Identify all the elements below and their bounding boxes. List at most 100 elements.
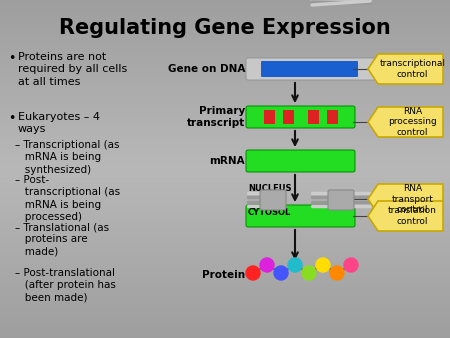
Bar	[0, 21, 450, 22]
Bar	[0, 90, 450, 91]
Bar	[0, 333, 450, 334]
Bar	[0, 81, 450, 82]
Bar	[0, 102, 450, 103]
Bar	[0, 324, 450, 325]
Bar	[0, 140, 450, 141]
FancyBboxPatch shape	[246, 58, 380, 80]
Bar	[0, 29, 450, 30]
Bar	[0, 199, 450, 200]
Bar	[0, 158, 450, 159]
Bar	[0, 264, 450, 265]
Circle shape	[344, 258, 358, 272]
Bar	[0, 133, 450, 134]
Bar	[0, 30, 450, 31]
Bar	[0, 271, 450, 272]
Bar	[0, 112, 450, 113]
Bar	[0, 189, 450, 190]
Bar	[0, 282, 450, 283]
Text: NUCLEUS: NUCLEUS	[248, 184, 292, 193]
Bar	[0, 98, 450, 99]
Bar	[0, 148, 450, 149]
Bar	[0, 307, 450, 308]
Text: Eukaryotes – 4
ways: Eukaryotes – 4 ways	[18, 112, 100, 135]
Bar	[0, 265, 450, 266]
Bar	[0, 57, 450, 58]
Bar	[0, 88, 450, 89]
Bar	[0, 150, 450, 151]
Bar	[0, 58, 450, 59]
Bar	[0, 0, 450, 1]
Bar	[0, 275, 450, 276]
Bar	[0, 157, 450, 158]
Bar	[0, 144, 450, 145]
Text: – Transcriptional (as
   mRNA is being
   synthesized): – Transcriptional (as mRNA is being synt…	[15, 140, 120, 175]
Bar	[0, 95, 450, 96]
Bar	[0, 262, 450, 263]
Bar	[0, 323, 450, 324]
Bar	[0, 242, 450, 243]
Bar	[0, 65, 450, 66]
Bar	[0, 277, 450, 278]
Bar	[0, 7, 450, 8]
Bar	[0, 314, 450, 315]
Bar	[0, 308, 450, 309]
Bar	[0, 120, 450, 121]
Bar	[0, 33, 450, 34]
Bar	[0, 196, 450, 197]
Bar	[0, 20, 450, 21]
Bar	[0, 23, 450, 24]
Bar	[0, 162, 450, 163]
Bar	[0, 64, 450, 65]
Circle shape	[274, 266, 288, 280]
Bar	[0, 111, 450, 112]
Bar	[0, 46, 450, 47]
Polygon shape	[368, 54, 443, 84]
Bar	[0, 146, 450, 147]
Bar	[0, 92, 450, 93]
Bar	[0, 50, 450, 51]
Bar	[0, 318, 450, 319]
Bar	[0, 298, 450, 299]
Bar	[0, 285, 450, 286]
Circle shape	[302, 266, 316, 280]
Bar	[0, 17, 450, 18]
Bar	[0, 100, 450, 101]
Bar	[0, 183, 450, 184]
Bar	[0, 220, 450, 221]
Bar	[0, 336, 450, 337]
Bar	[0, 293, 450, 294]
Bar	[0, 231, 450, 232]
Bar	[0, 110, 450, 111]
Text: – Post-
   transcriptional (as
   mRNA is being
   processed): – Post- transcriptional (as mRNA is bein…	[15, 175, 120, 222]
Bar	[0, 61, 450, 62]
Bar	[0, 16, 450, 17]
Bar	[0, 137, 450, 138]
Bar	[0, 168, 450, 169]
Bar	[0, 269, 450, 270]
Bar	[0, 322, 450, 323]
Bar	[0, 227, 450, 228]
Bar	[0, 171, 450, 172]
Bar	[0, 291, 450, 292]
Bar	[0, 22, 450, 23]
Bar	[0, 317, 450, 318]
Bar	[0, 311, 450, 312]
Bar	[0, 306, 450, 307]
Bar	[0, 202, 450, 203]
Bar	[0, 194, 450, 195]
Bar	[0, 217, 450, 218]
Bar	[0, 52, 450, 53]
Bar	[0, 175, 450, 176]
Bar	[0, 287, 450, 288]
Bar	[0, 206, 450, 207]
Bar	[0, 204, 450, 205]
Bar	[0, 119, 450, 120]
Bar	[0, 240, 450, 241]
Bar	[0, 60, 450, 61]
Bar	[0, 230, 450, 231]
Bar	[0, 101, 450, 102]
Bar	[0, 6, 450, 7]
Bar	[0, 178, 450, 179]
Bar	[0, 186, 450, 187]
Bar	[0, 185, 450, 186]
